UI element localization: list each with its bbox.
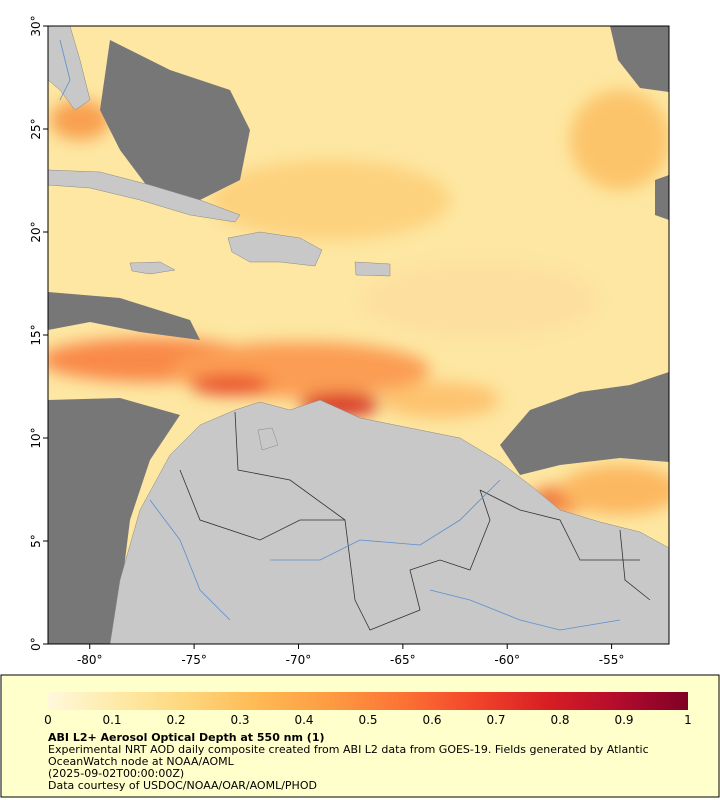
x-tick-label: -55° xyxy=(599,653,625,667)
colorbar-tick-label: 0.3 xyxy=(230,713,249,727)
colorbar-tick-label: 0.5 xyxy=(358,713,377,727)
colorbar xyxy=(48,692,688,710)
colorbar-tick-label: 0.1 xyxy=(102,713,121,727)
y-tick-label: 0° xyxy=(29,637,43,651)
rivers xyxy=(59,39,621,631)
y-tick-label: 10° xyxy=(29,427,43,448)
y-tick-label: 20° xyxy=(29,221,43,242)
y-tick-label: 5° xyxy=(29,534,43,548)
x-tick-label: -60° xyxy=(494,653,520,667)
land xyxy=(48,26,669,644)
colorbar-tick-label: 0.8 xyxy=(550,713,569,727)
description: Experimental NRT AOD daily composite cre… xyxy=(48,743,649,768)
colorbar-tick-label: 0.4 xyxy=(294,713,313,727)
x-tick-label: -75° xyxy=(181,653,207,667)
colorbar-tick-label: 1 xyxy=(684,713,692,727)
x-tick-label: -65° xyxy=(390,653,416,667)
no-data xyxy=(48,26,669,644)
colorbar-tick-label: 0.9 xyxy=(614,713,633,727)
y-tick-label: 15° xyxy=(29,324,43,345)
caption: ABI L2+ Aerosol Optical Depth at 550 nm … xyxy=(48,732,688,792)
credit: Data courtesy of USDOC/NOAA/OAR/AOML/PHO… xyxy=(48,779,317,792)
y-tick-label: 25° xyxy=(29,118,43,139)
colorbar-tick-label: 0.2 xyxy=(166,713,185,727)
x-tick-label: -70° xyxy=(286,653,312,667)
y-tick-label: 30° xyxy=(29,15,43,36)
borders xyxy=(179,411,651,631)
date: (2025-09-02T00:00:00Z) xyxy=(48,767,185,780)
legend-title: ABI L2+ Aerosol Optical Depth at 550 nm … xyxy=(48,731,325,744)
colorbar-tick-label: 0.6 xyxy=(422,713,441,727)
x-tick-label: -80° xyxy=(77,653,103,667)
map-area xyxy=(48,26,669,644)
colorbar-tick-label: 0.7 xyxy=(486,713,505,727)
colorbar-tick-label: 0 xyxy=(44,713,52,727)
